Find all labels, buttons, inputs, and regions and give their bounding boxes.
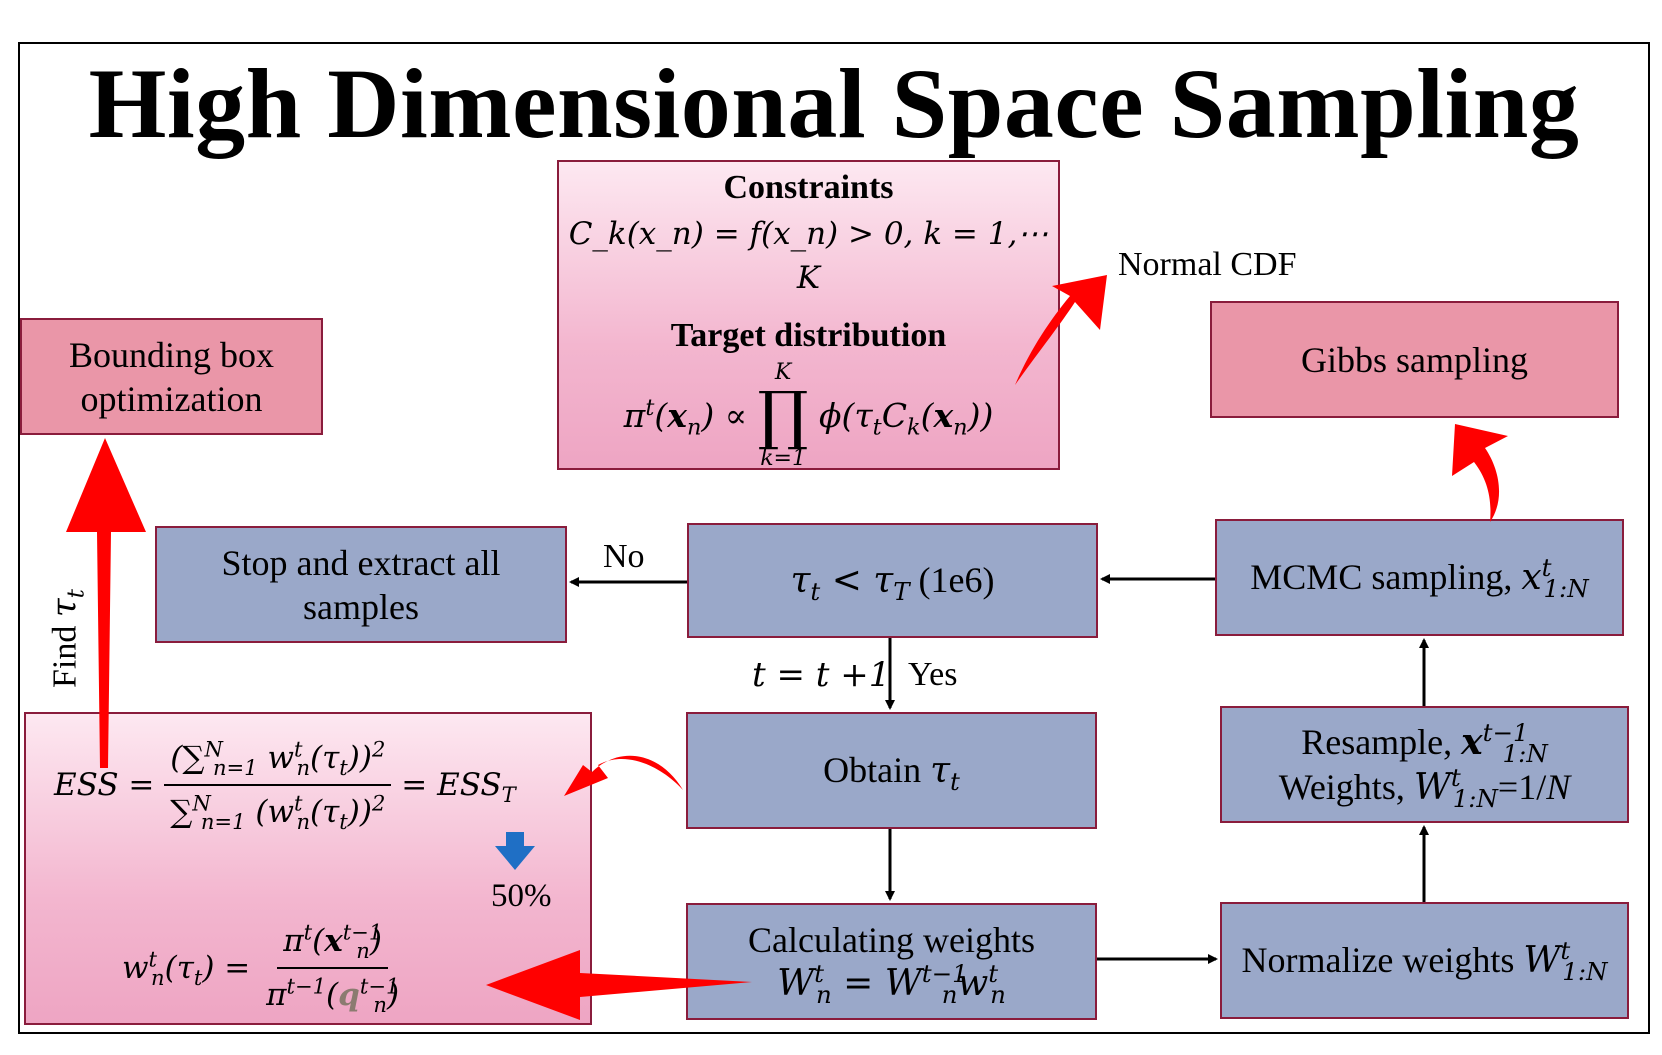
red-arrow-find-tau bbox=[66, 438, 146, 768]
red-arrow-gibbs bbox=[1452, 424, 1508, 522]
red-arrow-normal-cdf bbox=[1015, 275, 1107, 385]
blue-down-arrow bbox=[495, 832, 535, 870]
red-arrow-calc-to-weight bbox=[486, 950, 752, 1020]
red-arrow-obtain-to-ess bbox=[564, 756, 683, 796]
